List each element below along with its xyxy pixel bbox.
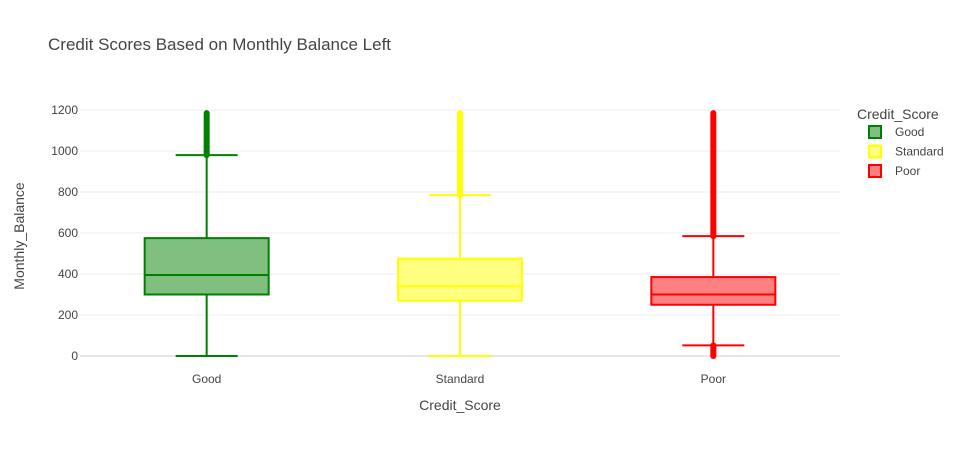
legend-swatch: [869, 146, 881, 158]
legend-label: Poor: [895, 164, 920, 178]
iqr-box: [145, 238, 269, 294]
x-tick-label: Poor: [701, 372, 726, 386]
x-axis-title: Credit_Score: [419, 397, 501, 413]
y-tick-label: 0: [71, 349, 78, 363]
y-tick-label: 200: [58, 308, 78, 322]
box-standard[interactable]: [398, 113, 522, 356]
iqr-box: [651, 277, 775, 305]
iqr-box: [398, 259, 522, 301]
legend-item-poor[interactable]: Poor: [869, 164, 920, 178]
legend-swatch: [869, 126, 881, 138]
y-axis-title: Monthly_Balance: [11, 182, 27, 290]
y-tick-label: 400: [58, 267, 78, 281]
y-tick-label: 1000: [51, 144, 78, 158]
y-tick-label: 600: [58, 226, 78, 240]
x-axis-ticks: Good Standard Poor: [192, 372, 726, 386]
legend-title: Credit_Score: [857, 106, 939, 122]
legend-label: Standard: [895, 145, 944, 159]
legend-item-standard[interactable]: Standard: [869, 145, 944, 159]
plot-area: [145, 113, 776, 356]
legend-label: Good: [895, 125, 924, 139]
y-axis-ticks: 0 200 400 600 800 1000 1200: [51, 103, 78, 363]
legend-item-good[interactable]: Good: [869, 125, 924, 139]
box-good[interactable]: [145, 113, 269, 356]
box-poor[interactable]: [651, 113, 775, 356]
x-tick-label: Good: [192, 372, 221, 386]
chart-title: Credit Scores Based on Monthly Balance L…: [48, 35, 391, 54]
legend-swatch: [869, 165, 881, 177]
y-tick-label: 800: [58, 185, 78, 199]
legend[interactable]: Good Standard Poor: [869, 125, 944, 178]
x-tick-label: Standard: [436, 372, 485, 386]
y-tick-label: 1200: [51, 103, 78, 117]
